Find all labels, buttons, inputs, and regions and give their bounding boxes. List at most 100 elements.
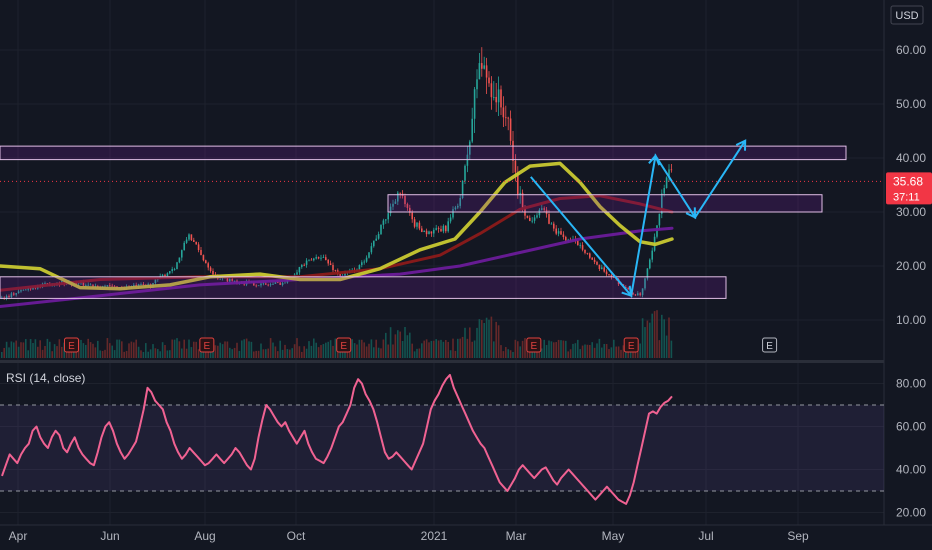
candle-body[interactable]: [598, 264, 601, 269]
candle-body[interactable]: [538, 209, 541, 216]
candle-body[interactable]: [320, 257, 322, 259]
candle-body[interactable]: [382, 220, 385, 225]
candle-body[interactable]: [195, 241, 197, 245]
candle-body[interactable]: [370, 246, 373, 253]
candle-body[interactable]: [665, 177, 668, 189]
candle-body[interactable]: [550, 223, 553, 225]
candle-body[interactable]: [166, 273, 169, 277]
candle-body[interactable]: [637, 293, 639, 296]
candle-body[interactable]: [454, 207, 457, 210]
candle-body[interactable]: [10, 293, 13, 298]
candle-body[interactable]: [613, 277, 615, 278]
candle-body[interactable]: [44, 283, 46, 284]
earnings-marker[interactable]: E: [63, 337, 79, 353]
candle-body[interactable]: [265, 283, 267, 285]
candle-body[interactable]: [104, 285, 106, 287]
rsi-pane[interactable]: RSI (14, close): [0, 371, 884, 505]
candle-body[interactable]: [509, 118, 512, 141]
candle-body[interactable]: [229, 279, 231, 282]
earnings-marker[interactable]: E: [762, 337, 778, 353]
earnings-marker[interactable]: E: [623, 337, 639, 353]
candle-body[interactable]: [257, 285, 260, 287]
candle-body[interactable]: [663, 188, 665, 194]
candle-body[interactable]: [526, 215, 529, 218]
candle-body[interactable]: [209, 267, 212, 271]
candle-body[interactable]: [205, 260, 207, 264]
candle-body[interactable]: [565, 237, 567, 241]
candle-body[interactable]: [147, 284, 149, 286]
candle-body[interactable]: [260, 283, 262, 286]
candle-body[interactable]: [495, 96, 497, 103]
candle-body[interactable]: [543, 208, 545, 210]
candle-body[interactable]: [15, 293, 17, 295]
candle-body[interactable]: [365, 257, 368, 262]
candle-body[interactable]: [17, 291, 20, 294]
candle-body[interactable]: [313, 258, 315, 261]
candle-body[interactable]: [284, 282, 286, 284]
candle-body[interactable]: [13, 293, 15, 295]
candle-body[interactable]: [317, 257, 320, 259]
candle-body[interactable]: [603, 267, 605, 272]
candle-body[interactable]: [553, 223, 555, 229]
candle-body[interactable]: [442, 225, 445, 232]
candle-body[interactable]: [303, 264, 305, 266]
candle-body[interactable]: [181, 250, 183, 258]
candle-body[interactable]: [8, 295, 10, 298]
candle-body[interactable]: [385, 219, 387, 221]
candle-body[interactable]: [584, 249, 586, 253]
candle-body[interactable]: [639, 293, 641, 296]
price-zone-2[interactable]: [387, 194, 823, 213]
candle-body[interactable]: [610, 274, 613, 278]
candle-body[interactable]: [430, 231, 433, 234]
candle-body[interactable]: [358, 265, 361, 270]
candle-body[interactable]: [481, 63, 483, 69]
candle-body[interactable]: [277, 282, 279, 283]
candle-body[interactable]: [262, 283, 265, 285]
candle-body[interactable]: [493, 96, 495, 98]
candle-body[interactable]: [497, 89, 500, 103]
candle-body[interactable]: [140, 284, 142, 285]
candle-body[interactable]: [581, 245, 584, 250]
candle-body[interactable]: [634, 294, 637, 296]
candle-body[interactable]: [466, 154, 469, 166]
candle-body[interactable]: [560, 231, 562, 235]
candle-body[interactable]: [394, 201, 397, 204]
candle-body[interactable]: [478, 63, 481, 80]
candle-body[interactable]: [233, 280, 236, 282]
candle-body[interactable]: [485, 65, 488, 78]
candle-body[interactable]: [27, 288, 29, 290]
candle-body[interactable]: [375, 238, 377, 241]
candle-body[interactable]: [361, 262, 363, 266]
candle-body[interactable]: [207, 263, 209, 268]
candle-body[interactable]: [483, 65, 485, 69]
candle-body[interactable]: [541, 208, 543, 210]
candle-body[interactable]: [500, 89, 502, 108]
candle-body[interactable]: [608, 274, 610, 276]
candle-body[interactable]: [272, 283, 274, 285]
candle-body[interactable]: [593, 259, 596, 262]
candle-body[interactable]: [339, 273, 341, 278]
price-zone-3[interactable]: [0, 276, 727, 299]
candle-body[interactable]: [171, 269, 173, 272]
candle-body[interactable]: [267, 284, 269, 286]
candle-body[interactable]: [632, 292, 634, 295]
candle-body[interactable]: [200, 250, 202, 256]
candle-body[interactable]: [490, 83, 493, 98]
candle-body[interactable]: [269, 284, 272, 286]
earnings-marker[interactable]: E: [199, 337, 215, 353]
candle-body[interactable]: [325, 257, 327, 261]
candle-body[interactable]: [106, 285, 109, 286]
candle-body[interactable]: [658, 213, 661, 226]
candle-body[interactable]: [409, 207, 411, 213]
candle-body[interactable]: [548, 214, 550, 224]
candle-body[interactable]: [197, 244, 200, 251]
candle-body[interactable]: [392, 203, 394, 207]
candle-body[interactable]: [380, 224, 382, 235]
candle-body[interactable]: [243, 283, 245, 285]
candle-body[interactable]: [579, 245, 581, 246]
candle-body[interactable]: [421, 228, 423, 232]
candle-body[interactable]: [656, 225, 658, 237]
candle-body[interactable]: [416, 222, 418, 227]
candle-body[interactable]: [387, 213, 389, 220]
candle-body[interactable]: [596, 261, 598, 265]
